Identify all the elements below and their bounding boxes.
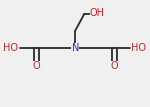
Text: OH: OH bbox=[90, 8, 105, 18]
Text: O: O bbox=[110, 61, 118, 71]
Text: HO: HO bbox=[132, 43, 147, 53]
Text: N: N bbox=[72, 43, 79, 53]
Text: O: O bbox=[33, 61, 40, 71]
Text: HO: HO bbox=[3, 43, 18, 53]
